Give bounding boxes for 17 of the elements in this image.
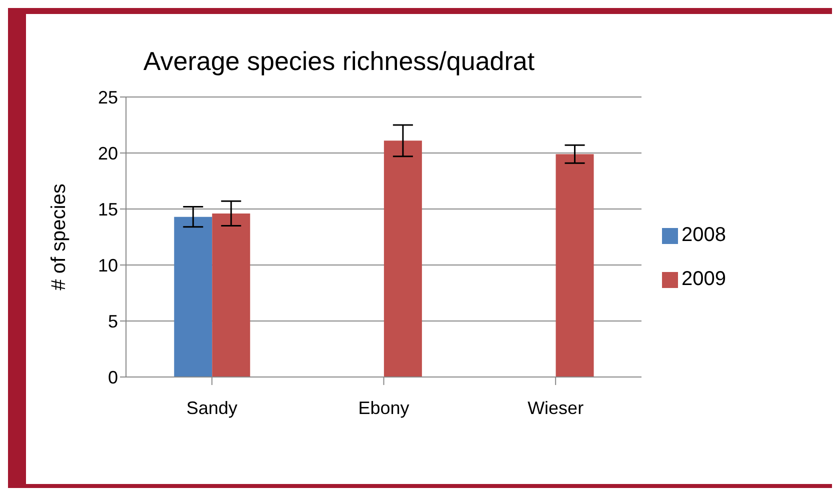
y-tick-label: 15 — [98, 199, 118, 220]
bar — [384, 140, 422, 377]
y-tick-label: 20 — [98, 143, 118, 164]
bar — [212, 213, 250, 377]
y-axis-title: # of species — [48, 184, 70, 290]
y-tick-label: 5 — [108, 311, 118, 332]
legend-label: 2009 — [682, 268, 726, 290]
x-tick-label: Ebony — [358, 398, 410, 418]
bar — [174, 216, 212, 377]
y-tick-label: 25 — [98, 87, 118, 108]
x-tick-label: Wieser — [528, 398, 584, 418]
legend-label: 2008 — [682, 224, 726, 246]
y-tick-label: 10 — [98, 255, 118, 276]
bar — [556, 154, 594, 377]
x-tick-label: Sandy — [186, 398, 238, 418]
y-tick-label: 0 — [108, 367, 118, 388]
chart-title: Average species richness/quadrat — [142, 46, 536, 77]
